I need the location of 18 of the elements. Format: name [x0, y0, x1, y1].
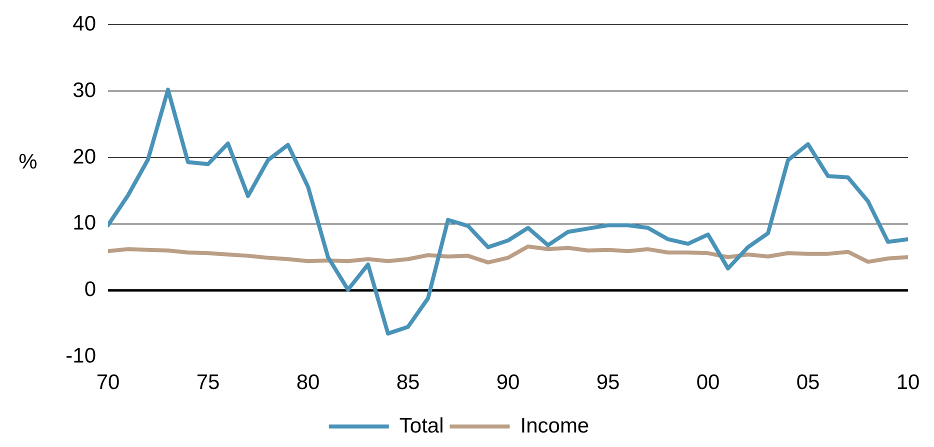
x-tick-label: 95 [596, 371, 620, 394]
y-tick-label: -10 [66, 344, 96, 368]
legend-label: Total [399, 414, 444, 438]
x-tick-label: 00 [696, 371, 720, 394]
x-tick-label: 85 [396, 371, 420, 394]
legend-label: Income [520, 414, 590, 438]
x-tick-label: 70 [96, 371, 120, 394]
x-tick-label: 05 [796, 371, 820, 394]
y-tick-label: 30 [72, 78, 96, 102]
y-tick-label: 20 [72, 145, 96, 168]
y-tick-label: 10 [72, 212, 96, 235]
x-tick-label: 10 [896, 371, 920, 394]
x-tick-label: 80 [296, 371, 320, 394]
x-tick-label: 90 [496, 371, 520, 394]
y-tick-label: 40 [72, 12, 96, 36]
y-axis-title: % [18, 150, 38, 174]
y-tick-label: 0 [84, 278, 96, 302]
x-tick-label: 75 [196, 371, 220, 394]
